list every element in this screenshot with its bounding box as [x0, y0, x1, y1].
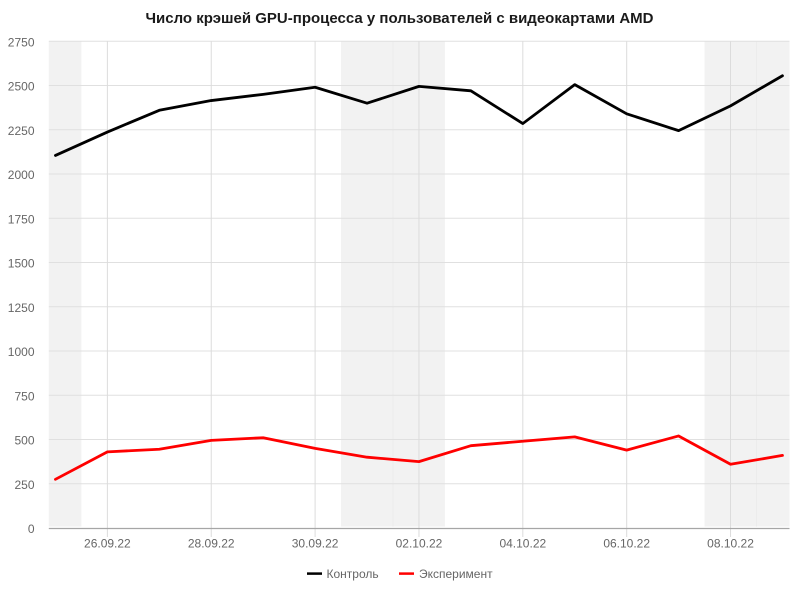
svg-text:1250: 1250 — [8, 301, 35, 315]
svg-text:0: 0 — [28, 522, 35, 536]
svg-text:04.10.22: 04.10.22 — [499, 536, 546, 550]
svg-text:1750: 1750 — [8, 212, 35, 226]
svg-text:2000: 2000 — [8, 168, 35, 182]
svg-text:Число крэшей GPU-процесса у по: Число крэшей GPU-процесса у пользователе… — [146, 10, 654, 27]
svg-text:30.09.22: 30.09.22 — [292, 536, 339, 550]
svg-text:28.09.22: 28.09.22 — [188, 536, 235, 550]
svg-text:02.10.22: 02.10.22 — [396, 536, 443, 550]
svg-text:1000: 1000 — [8, 345, 35, 359]
svg-text:06.10.22: 06.10.22 — [603, 536, 650, 550]
svg-text:1500: 1500 — [8, 257, 35, 271]
svg-text:250: 250 — [14, 478, 34, 492]
svg-text:Контроль: Контроль — [327, 567, 379, 581]
svg-text:2500: 2500 — [8, 80, 35, 94]
svg-text:2250: 2250 — [8, 124, 35, 138]
svg-text:08.10.22: 08.10.22 — [707, 536, 754, 550]
svg-text:500: 500 — [14, 434, 34, 448]
svg-text:2750: 2750 — [8, 35, 35, 49]
svg-text:26.09.22: 26.09.22 — [84, 536, 131, 550]
svg-text:Эксперимент: Эксперимент — [419, 567, 493, 581]
svg-text:750: 750 — [14, 389, 34, 403]
